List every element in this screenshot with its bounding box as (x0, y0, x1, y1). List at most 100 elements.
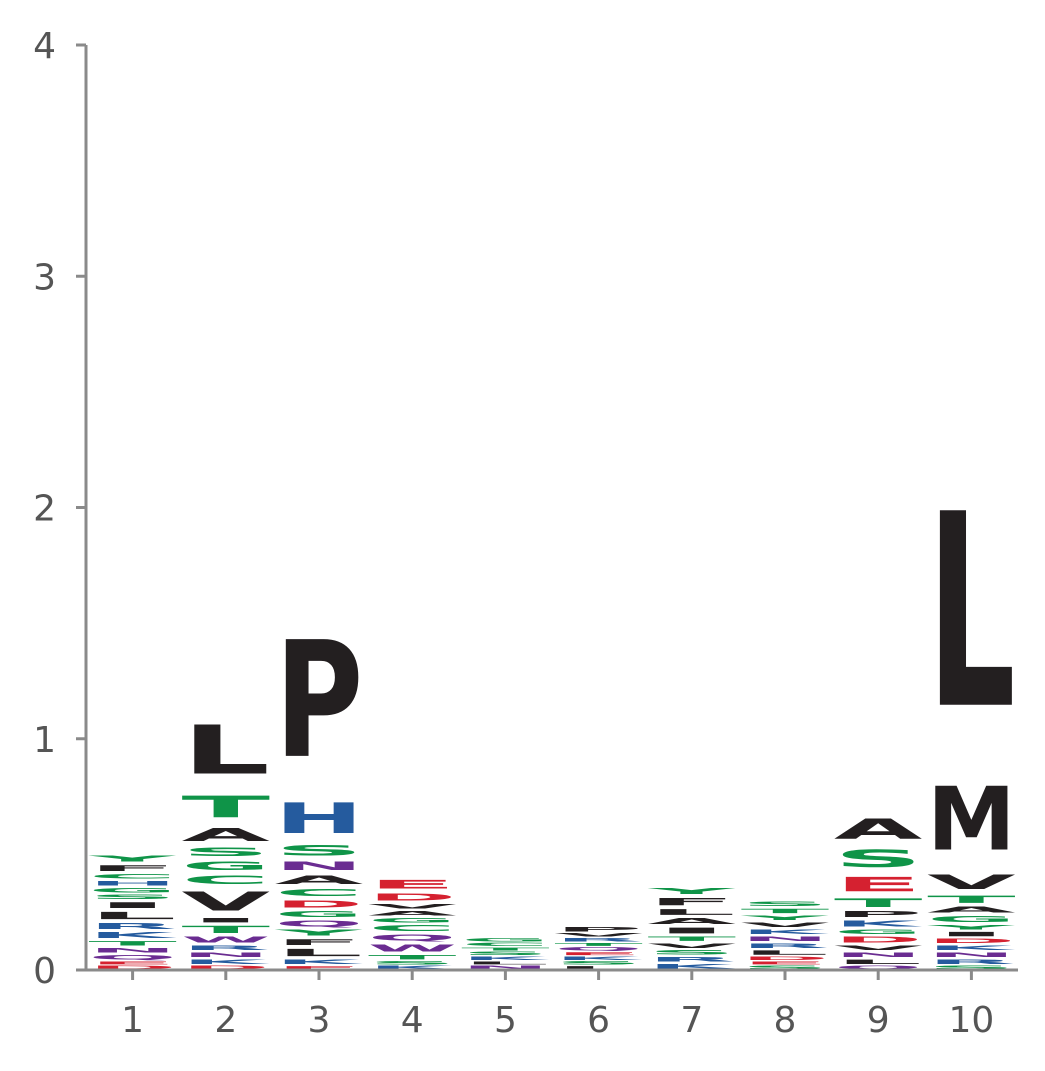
logo-letter: M (927, 769, 1016, 871)
logo-letter: K (88, 931, 177, 940)
logo-letter: D (741, 956, 830, 961)
logo-letter: G (834, 928, 923, 935)
logo-letter: G (275, 910, 364, 919)
logo-letter: T (368, 954, 457, 961)
logo-letter: D (182, 965, 271, 970)
logo-letter: K (275, 959, 364, 966)
y-tick-label: 4 (33, 26, 56, 67)
logo-letter: R (741, 942, 830, 949)
logo-letter: S (741, 901, 830, 908)
logo-letter: I (182, 917, 271, 924)
logo-letter: T (741, 908, 830, 915)
x-tick-label: 10 (948, 1000, 994, 1041)
logo-letter: V (927, 871, 1016, 894)
logo-letter: W (368, 942, 457, 953)
logo-letter: E (834, 873, 923, 896)
logo-letter: G (368, 917, 457, 924)
logo-letter: S (368, 961, 457, 966)
logo-letter: Q (275, 919, 364, 928)
logo-letter: C (182, 873, 271, 887)
logo-letter: L (741, 949, 830, 956)
logo-letter: S (88, 894, 177, 901)
logo-letter: F (275, 938, 364, 947)
logo-letter: D (927, 938, 1016, 945)
logo-letter: N (927, 951, 1016, 958)
logo-letter: L (88, 910, 177, 921)
logo-letter: N (741, 935, 830, 942)
logo-letter: H (275, 794, 364, 843)
logo-letter: V (834, 945, 923, 952)
logo-letter: A (927, 905, 1016, 914)
logo-letter: G (182, 859, 271, 873)
y-tick-label: 2 (33, 489, 56, 530)
logo-letter: L (275, 947, 364, 958)
logo-letter: T (182, 924, 271, 935)
x-tick-label: 9 (867, 1000, 890, 1041)
logo-letter: P (554, 926, 643, 933)
y-tick-label: 1 (33, 720, 56, 761)
logo-letter: T (554, 942, 643, 947)
logo-letter: D (88, 965, 177, 970)
logo-letter: Q (554, 947, 643, 952)
logo-letter: L (927, 459, 1016, 769)
x-tick-label: 3 (308, 1000, 331, 1041)
logo-letter: S (927, 965, 1016, 970)
logo-letter: G (461, 938, 550, 943)
logo-letter: L (648, 908, 737, 917)
logo-letter: Y (275, 928, 364, 937)
logo-letter: K (927, 945, 1016, 952)
logo-letter: V (648, 942, 737, 949)
logo-letter: L (461, 961, 550, 966)
logo-letter: R (554, 938, 643, 943)
logo-letter: N (275, 859, 364, 873)
logo-letter: P (834, 910, 923, 919)
logo-letter: K (834, 919, 923, 928)
logo-letter: F (648, 896, 737, 908)
logo-letter: K (182, 959, 271, 966)
logo-letter: T (648, 935, 737, 942)
logo-letter: K (741, 928, 830, 935)
logo-letter: S (275, 843, 364, 859)
logo-letter: S (461, 951, 550, 956)
x-tick-label: 5 (494, 1000, 517, 1041)
logo-letter: T (461, 947, 550, 952)
logo-letter: A (834, 813, 923, 845)
x-tick-label: 2 (214, 1000, 237, 1041)
y-axis-ticks: 0 1 2 3 4 (33, 26, 86, 992)
logo-letter: Y (647, 887, 736, 896)
logo-letter: H (88, 880, 177, 887)
logo-letter: E (554, 952, 643, 957)
logo-letter: V (741, 922, 830, 929)
logo-letter: A (368, 910, 457, 917)
logo-letter: K (554, 956, 643, 961)
logo-letter: T (927, 894, 1016, 905)
logo-letter: K (648, 963, 737, 970)
logo-letter: S (834, 845, 923, 873)
logo-letter: D (275, 898, 364, 909)
logo-letter: A (648, 917, 737, 926)
logo-letter: G (927, 915, 1016, 924)
x-tick-label: 6 (587, 1000, 610, 1041)
logo-letter: T (834, 896, 923, 910)
y-tick-label: 3 (33, 257, 56, 298)
logo-letter: N (182, 951, 271, 958)
logo-letter: D (834, 935, 923, 944)
logo-letter: E (368, 878, 457, 892)
logo-letter: S (741, 965, 830, 970)
logo-letter: R (927, 958, 1016, 965)
logo-letter: Q (834, 965, 923, 970)
logo-letter: V (554, 933, 643, 938)
logo-letter: T (182, 790, 271, 824)
logo-letter: Y (88, 854, 177, 863)
x-tick-label: 1 (121, 1000, 144, 1041)
x-tick-label: 7 (680, 1000, 703, 1041)
logo-letter: G (88, 887, 177, 894)
logo-letter: I (648, 926, 737, 935)
logo-letter: A (182, 825, 271, 846)
